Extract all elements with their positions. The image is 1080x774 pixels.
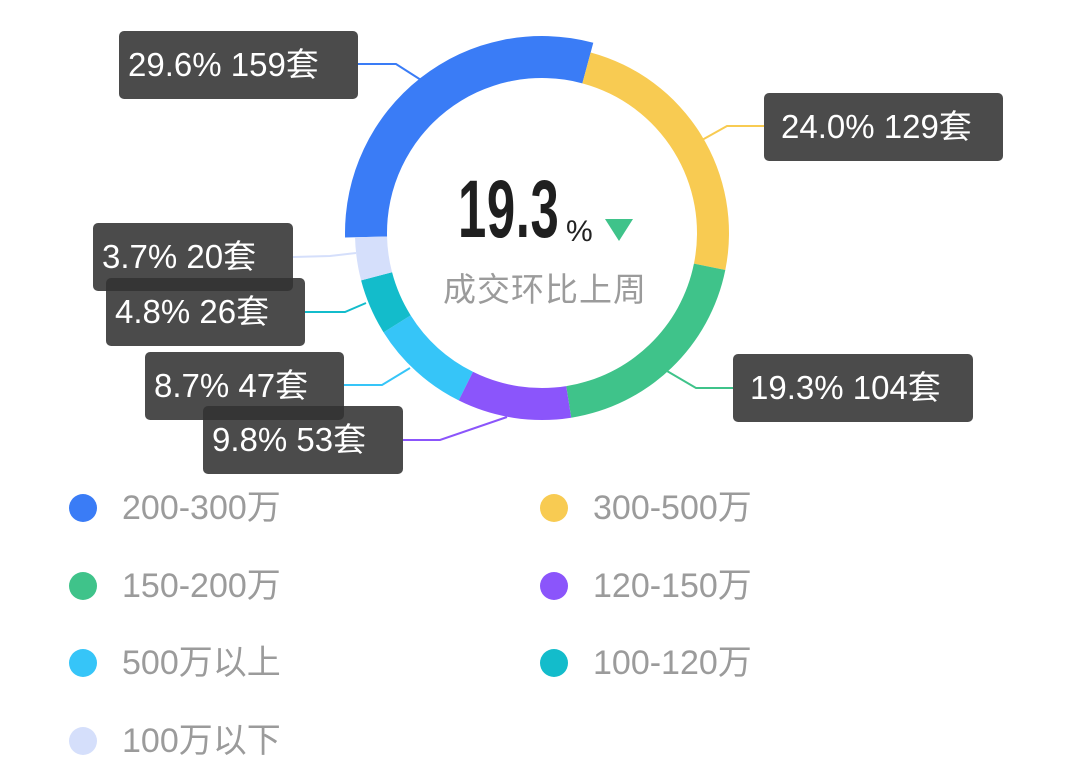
trend-down-icon <box>604 219 633 241</box>
legend-dot-icon <box>69 649 97 677</box>
center-value: 19.3 <box>458 164 560 255</box>
leader-line <box>403 416 508 441</box>
legend-dot-icon <box>540 494 568 522</box>
legend-label: 500万以上 <box>122 644 281 682</box>
leader-line <box>344 367 411 386</box>
legend-label: 100万以下 <box>122 722 281 760</box>
legend-item-120-150[interactable]: 120-150万 <box>540 566 752 606</box>
legend-dot-icon <box>69 727 97 755</box>
center-unit: % <box>566 215 593 248</box>
legend-label: 100-120万 <box>593 644 752 682</box>
data-label-200-300: 29.6% 159套 <box>119 31 358 99</box>
leader-line <box>358 63 422 81</box>
legend-label: 150-200万 <box>122 567 281 605</box>
legend-dot-icon <box>69 572 97 600</box>
leader-line <box>666 370 733 389</box>
legend-item-100-below[interactable]: 100万以下 <box>69 721 281 761</box>
donut-segment[interactable] <box>566 263 726 418</box>
donut-segment[interactable] <box>361 272 411 333</box>
donut-chart <box>292 35 764 441</box>
leader-line <box>292 252 357 258</box>
donut-segment[interactable] <box>345 35 594 238</box>
center-metric: 19.3 % <box>458 164 633 255</box>
legend-item-100-120[interactable]: 100-120万 <box>540 643 752 683</box>
donut-segment[interactable] <box>383 315 473 401</box>
donut-segment[interactable] <box>355 236 393 281</box>
legend-label: 200-300万 <box>122 489 281 527</box>
center-subtitle: 成交环比上周 <box>443 271 647 308</box>
legend-item-150-200[interactable]: 150-200万 <box>69 566 281 606</box>
legend-item-300-500[interactable]: 300-500万 <box>540 488 752 528</box>
legend-dot-icon <box>69 494 97 522</box>
donut-segment[interactable] <box>458 371 572 420</box>
legend-label: 300-500万 <box>593 489 752 527</box>
leader-line <box>305 302 367 313</box>
legend-dot-icon <box>540 572 568 600</box>
data-label-150-200: 19.3% 104套 <box>733 354 973 422</box>
data-label-100-120: 4.8% 26套 <box>106 278 305 346</box>
legend-label: 120-150万 <box>593 567 752 605</box>
data-label-300-500: 24.0% 129套 <box>764 93 1003 161</box>
legend-item-500-above[interactable]: 500万以上 <box>69 643 281 683</box>
leader-lines <box>292 63 764 441</box>
donut-segment[interactable] <box>582 52 729 271</box>
legend-dot-icon <box>540 649 568 677</box>
donut-segments <box>345 35 729 420</box>
legend-item-200-300[interactable]: 200-300万 <box>69 488 281 528</box>
leader-line <box>701 125 764 141</box>
data-label-120-150: 9.8% 53套 <box>203 406 403 474</box>
